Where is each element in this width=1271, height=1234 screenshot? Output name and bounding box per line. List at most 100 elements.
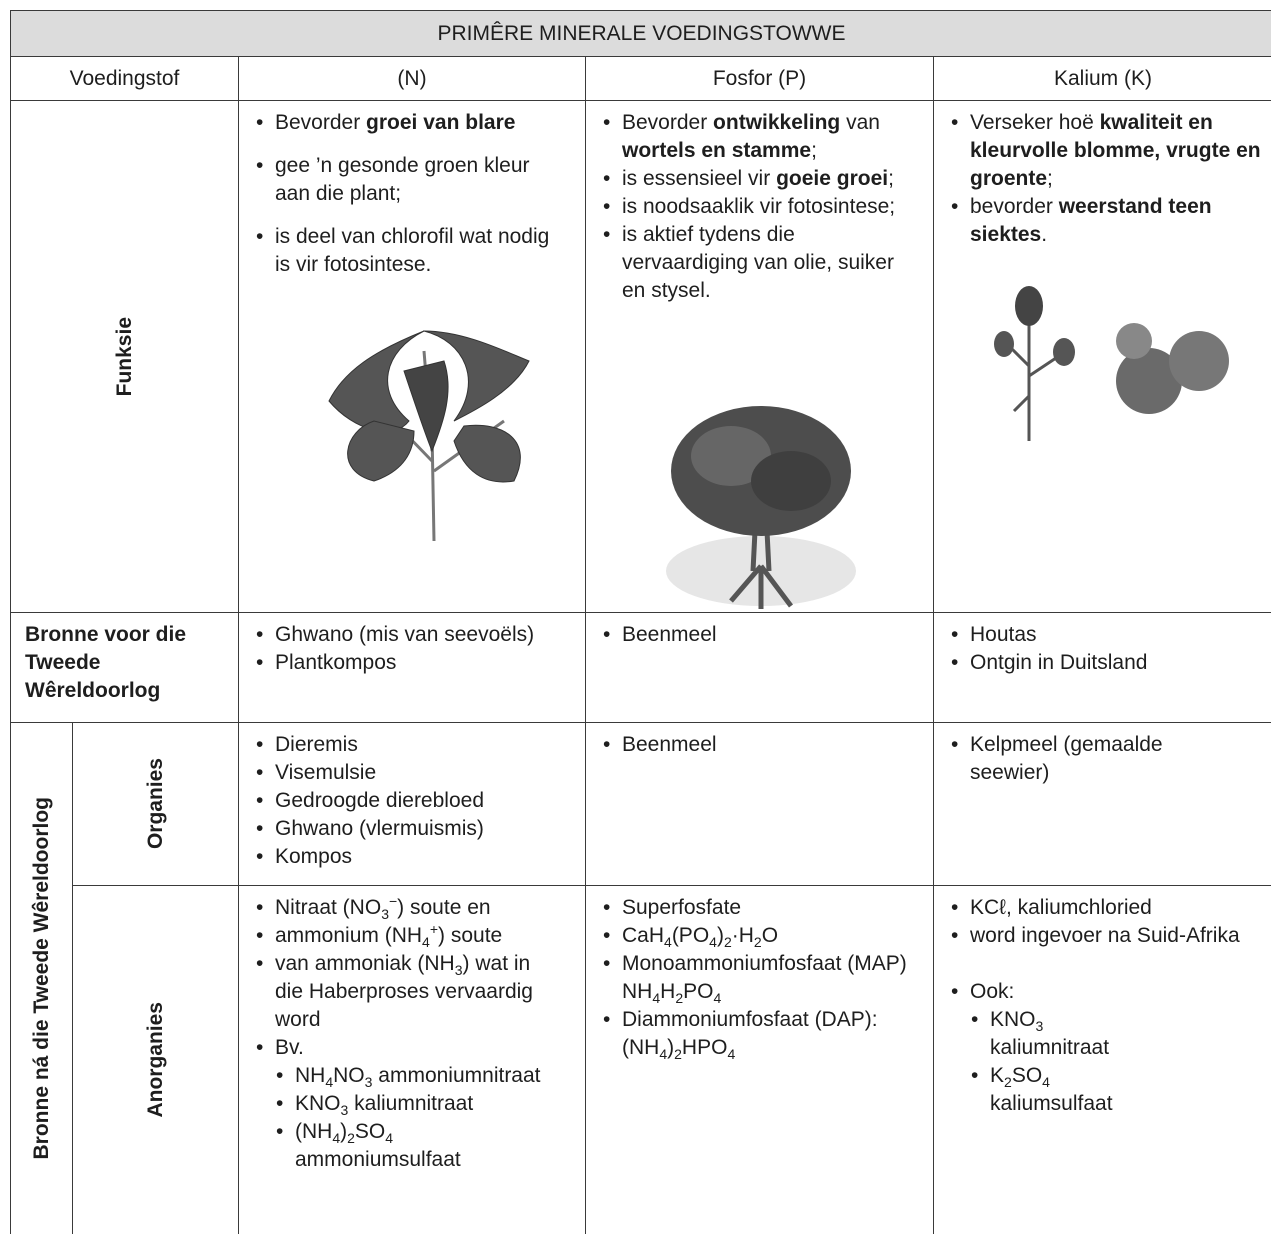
text-run: KNO bbox=[990, 1008, 1036, 1031]
cell: Ghwano (mis van seevoëls) Plantkompos bbox=[238, 612, 585, 722]
cell-content: Beenmeel bbox=[602, 731, 923, 759]
text-run: 2 bbox=[1004, 1074, 1012, 1091]
bullet-item: is essensieel vir goeie groei; bbox=[603, 165, 922, 193]
text-run: ·H bbox=[731, 924, 754, 947]
bullet-item: Superfosfate bbox=[603, 894, 922, 922]
text-run: 4 bbox=[332, 1130, 341, 1147]
text-run: Superfosfate bbox=[622, 896, 742, 919]
text-run: goeie groei bbox=[776, 167, 889, 190]
text-run: 4 bbox=[664, 934, 672, 951]
bullet-list: KCℓ, kaliumchloried word ingevoer na Suid… bbox=[950, 894, 1250, 1118]
text-run: 2 bbox=[347, 1130, 355, 1147]
text-run: is essensieel vir bbox=[622, 167, 777, 190]
text-run: . bbox=[1041, 223, 1048, 246]
text-run: ) soute bbox=[438, 924, 503, 947]
text-run: ; bbox=[888, 167, 894, 190]
cell: Bevorder groei van blare gee ’n gesonde g… bbox=[238, 100, 585, 612]
cell-content: SuperfosfateCaH4(PO4)2·H2OMonoammoniumfo… bbox=[602, 894, 922, 1062]
bullet-list: Kelpmeel (gemaalde seewier) bbox=[950, 731, 1240, 787]
row-label-cell: Organies bbox=[72, 722, 238, 885]
text-run: NH bbox=[295, 1064, 326, 1087]
text-run: 3 bbox=[454, 962, 463, 979]
bullet-item: Kelpmeel (gemaalde seewier) bbox=[951, 731, 1240, 787]
text-run: ammonium (NH bbox=[275, 924, 423, 947]
text-run: 2 bbox=[675, 990, 684, 1007]
row-label: Organies bbox=[143, 758, 167, 850]
text-run: Bv. bbox=[275, 1036, 304, 1059]
cell-content: Houtas Ontgin in Duitsland bbox=[950, 621, 1262, 677]
text-run: is noodsaaklik vir fotosintese; bbox=[622, 195, 896, 218]
text-run: 3 bbox=[364, 1074, 373, 1091]
cell-content: Bevorder ontwikkeling van wortels en sta… bbox=[602, 109, 922, 305]
text-run: Beenmeel bbox=[622, 623, 717, 646]
bullet-list: Beenmeel bbox=[602, 621, 923, 649]
text-run: KNO bbox=[295, 1092, 341, 1115]
text-run: 4 bbox=[659, 1046, 668, 1063]
bullet-item: Nitraat (NO3−) soute en bbox=[256, 893, 555, 922]
text-run: SO bbox=[354, 1120, 386, 1143]
text-run: bevorder bbox=[970, 195, 1059, 218]
text-run: Ontgin in Duitsland bbox=[970, 651, 1148, 674]
text-run: kwaliteit en kleurvolle blomme, vrugte e… bbox=[970, 111, 1261, 190]
text-run: is aktief tydens die vervaardiging van o… bbox=[622, 223, 894, 302]
text-run: NO bbox=[333, 1064, 365, 1087]
text-run: (PO bbox=[671, 924, 710, 947]
bullet-list: Beenmeel bbox=[602, 731, 923, 759]
bullet-item: Bv.NH4NO3 ammoniumnitraatKNO3 kaliumnitr… bbox=[256, 1034, 555, 1174]
text-run: PO bbox=[683, 980, 714, 1003]
text-run: Kompos bbox=[275, 845, 353, 868]
text-run: weerstand teen siektes bbox=[970, 195, 1212, 246]
bullet-item: Dieremis bbox=[256, 731, 575, 759]
text-run: − bbox=[388, 893, 398, 909]
bullet-item: gee ’n gesonde groen kleur aan die plant… bbox=[256, 152, 565, 208]
row-label-cell: Funksie bbox=[10, 100, 238, 612]
text-run: 4 bbox=[385, 1130, 394, 1147]
text-run: Visemulsie bbox=[275, 761, 377, 784]
bullet-list: Bevorder groei van blare gee ’n gesonde g… bbox=[255, 109, 565, 279]
text-run: van ammoniak (NH bbox=[275, 952, 455, 975]
text-run: 4 bbox=[652, 990, 661, 1007]
bullet-list: Ghwano (mis van seevoëls) Plantkompos bbox=[255, 621, 555, 677]
text-run: Plantkompos bbox=[275, 651, 397, 674]
text-run: 2 bbox=[753, 934, 762, 951]
cell: Houtas Ontgin in Duitsland bbox=[933, 612, 1271, 722]
bullet-item: Houtas bbox=[951, 621, 1262, 649]
group-label-cell: Bronne ná die Tweede Wêreldoorlog bbox=[10, 722, 72, 1234]
cell-content: KCℓ, kaliumchloried word ingevoer na Suid… bbox=[950, 894, 1250, 1118]
text-run: SO bbox=[1011, 1064, 1043, 1087]
bullet-list: KNO3 kaliumnitraatK2SO4 kaliumsulfaat bbox=[970, 1006, 1140, 1118]
text-run: Nitraat (NO bbox=[275, 896, 382, 919]
text-run: 4 bbox=[1042, 1074, 1050, 1091]
text-run: ammoniumnitraat bbox=[372, 1064, 541, 1087]
header: (N) bbox=[397, 66, 427, 90]
cell-content: Beenmeel bbox=[602, 621, 923, 649]
tree-image bbox=[666, 406, 856, 609]
bullet-item: CaH4(PO4)2·H2O bbox=[603, 922, 922, 951]
text-run: Ghwano (vlermuismis) bbox=[275, 817, 484, 840]
bullet-item: KNO3 kaliumnitraat bbox=[276, 1090, 555, 1119]
text-run: Bevorder bbox=[275, 111, 367, 134]
cell: Bevorder ontwikkeling van wortels en sta… bbox=[585, 100, 933, 612]
text-run: ; bbox=[811, 139, 817, 162]
cell-content: Bevorder groei van blare gee ’n gesonde g… bbox=[255, 109, 565, 279]
text-run: Monoammoniumfosfaat (MAP) NH bbox=[622, 952, 907, 1003]
text-run: Houtas bbox=[970, 623, 1037, 646]
bullet-item: Gedroogde dierebloed bbox=[256, 787, 575, 815]
cell-content: Kelpmeel (gemaalde seewier) bbox=[950, 731, 1240, 787]
text-run: ) bbox=[716, 924, 724, 947]
bullet-item: Bevorder ontwikkeling van wortels en sta… bbox=[603, 109, 922, 165]
text-run: H bbox=[660, 980, 676, 1003]
text-run: 3 bbox=[1035, 1018, 1044, 1035]
text-run: ) soute en bbox=[397, 896, 491, 919]
bullet-list: Houtas Ontgin in Duitsland bbox=[950, 621, 1262, 677]
cell-content: Verseker hoë kwaliteit en kleurvolle blo… bbox=[950, 109, 1270, 249]
bullet-list: Nitraat (NO3−) soute enammonium (NH4+) s… bbox=[255, 894, 555, 1174]
bullet-item: Verseker hoë kwaliteit en kleurvolle blo… bbox=[951, 109, 1270, 193]
text-run: ) bbox=[340, 1120, 348, 1143]
text-run: 3 bbox=[340, 1102, 349, 1119]
text-run: word ingevoer na Suid-Afrika bbox=[970, 924, 1240, 947]
bullet-item: ammonium (NH4+) soute bbox=[256, 922, 555, 950]
header: Voedingstof bbox=[69, 66, 180, 90]
row-label: Funksie bbox=[112, 316, 136, 397]
group-label: Bronne ná die Tweede Wêreldoorlog bbox=[29, 797, 53, 1160]
